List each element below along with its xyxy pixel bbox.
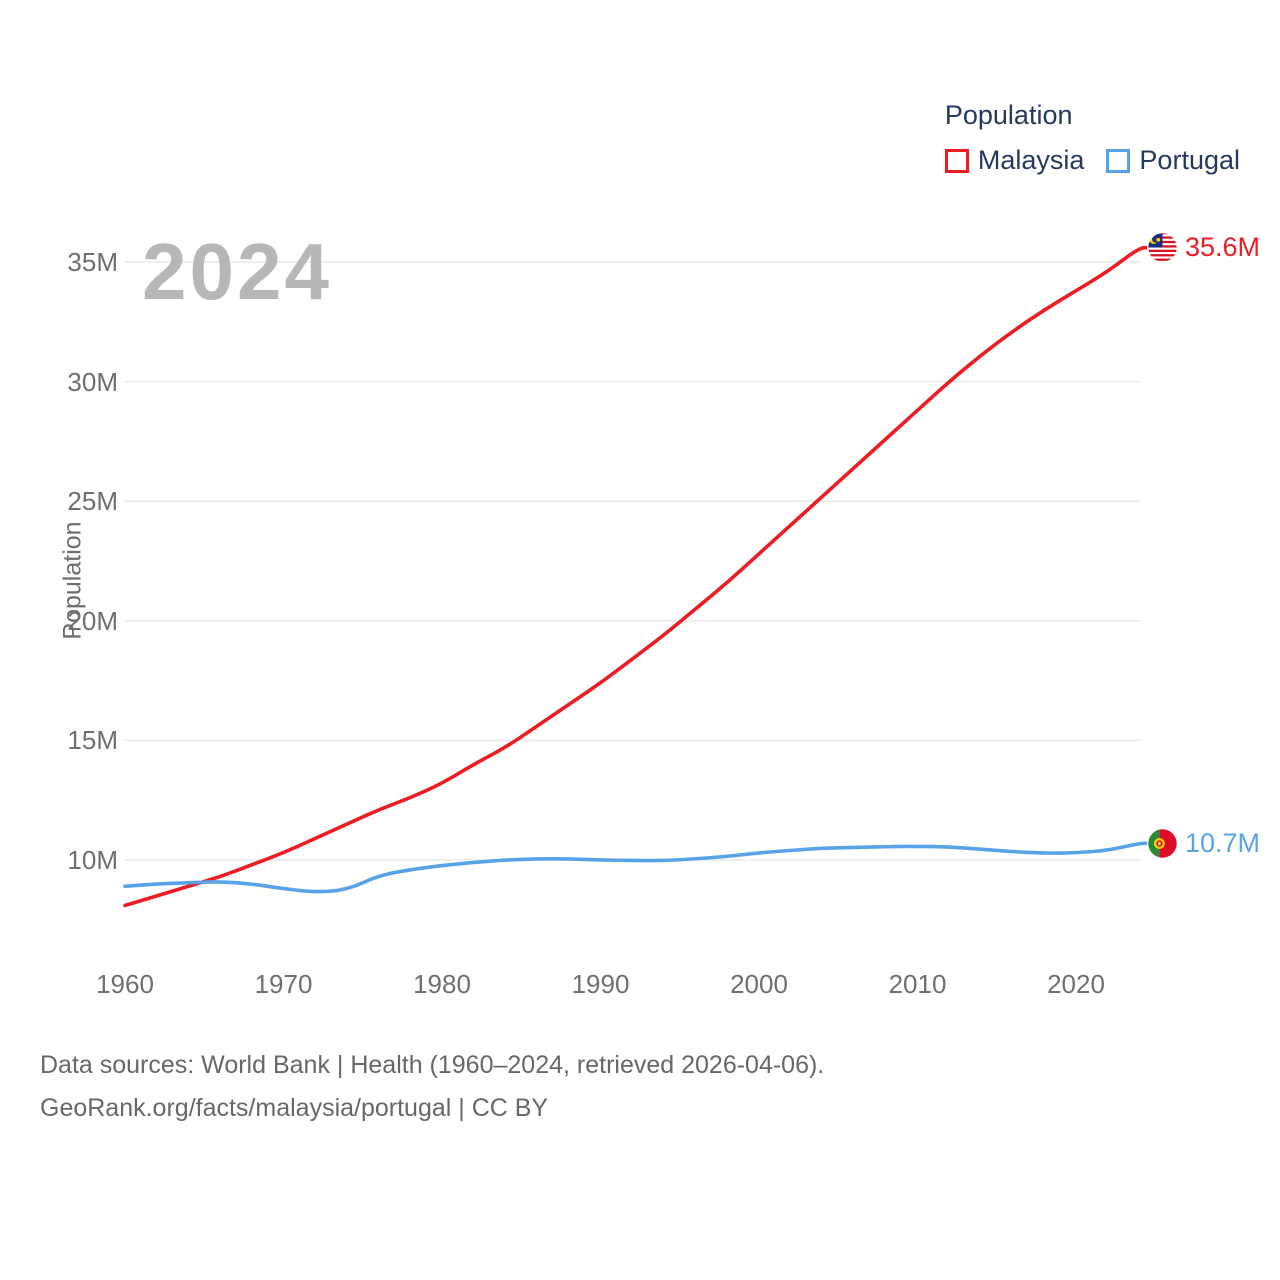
malaysia-series-swatch — [944, 148, 969, 173]
legend-title: Population — [944, 100, 1073, 130]
portugal-end-label: 10.7M — [1147, 828, 1260, 859]
data-sources-line: Data sources: World Bank | Health (1960–… — [40, 1051, 825, 1079]
attribution-line: GeoRank.org/facts/malaysia/portugal | CC… — [40, 1094, 549, 1122]
legend-item-label: Malaysia — [977, 145, 1085, 175]
data-sources-footer: Data sources: World Bank | Health (1960–… — [40, 1044, 824, 1130]
malaysia-series-line[interactable] — [123, 245, 1152, 908]
malaysia-end-value: 35.6M — [1185, 232, 1261, 263]
portugal-flag-icon — [1147, 827, 1178, 859]
x-tick-label: 1990 — [571, 969, 630, 999]
portugal-series-swatch — [1106, 148, 1131, 173]
legend-item-portugal[interactable]: Portugal — [1106, 145, 1240, 176]
chart-legend: Population Malaysia Portugal — [944, 100, 1240, 176]
y-tick-label: 30M — [67, 366, 118, 397]
portugal-series-line[interactable] — [123, 841, 1152, 894]
legend-item-malaysia[interactable]: Malaysia — [944, 145, 1085, 176]
y-tick-label: 15M — [67, 725, 118, 756]
x-tick-label: 2020 — [1047, 969, 1105, 999]
x-tick-label: 2010 — [888, 969, 947, 999]
x-tick-label: 1980 — [413, 969, 471, 999]
x-tick-label: 2000 — [730, 969, 788, 999]
y-tick-label: 10M — [67, 845, 118, 875]
y-tick-label: 25M — [67, 486, 118, 517]
malaysia-end-label: 35.6M — [1147, 232, 1261, 264]
x-tick-label: 1960 — [96, 969, 154, 999]
x-tick-label: 1970 — [254, 969, 313, 999]
portugal-end-value: 10.7M — [1185, 827, 1261, 858]
y-tick-label: 35M — [67, 247, 118, 277]
malaysia-flag-icon — [1147, 232, 1178, 264]
legend-item-label: Portugal — [1139, 145, 1240, 175]
y-tick-label: 20M — [67, 605, 118, 636]
